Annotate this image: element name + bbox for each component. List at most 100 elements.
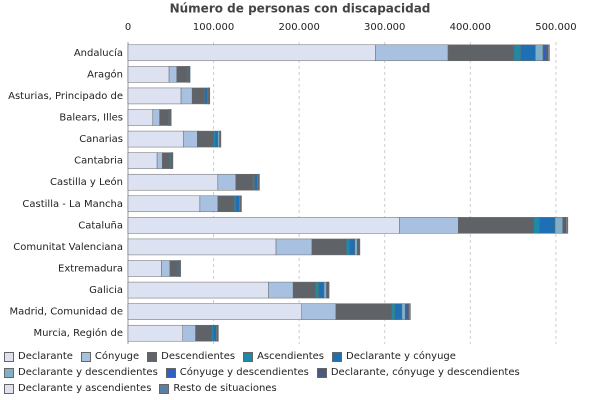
category-label: Madrid, Comunidad de [10, 307, 124, 318]
x-tick-label: 300.000 [364, 22, 405, 33]
legend-label: Cónyuge [94, 351, 140, 362]
bar-segment [401, 303, 406, 320]
category-label: Castilla - La Mancha [22, 199, 123, 210]
bar-segment [156, 152, 163, 169]
x-tick-label: 500.000 [535, 22, 576, 33]
category-label: Comunitat Valenciana [13, 242, 123, 253]
bar-segment [545, 44, 549, 62]
legend-item: Declarante, cónyuge y descendientes [316, 367, 520, 378]
bar-segment [127, 66, 170, 83]
bar-segment [548, 44, 550, 62]
chart-title: Número de personas con discapacidad [170, 2, 431, 16]
bar-segment [182, 324, 196, 342]
bar-segment [217, 195, 235, 213]
bar-segment [391, 303, 396, 320]
bar-segment [301, 303, 337, 320]
category-label: Balears, Illes [59, 113, 123, 124]
bar-segment [405, 303, 408, 320]
bar-segment [215, 130, 219, 148]
category-label: Galicia [89, 285, 123, 296]
bar-segment [539, 217, 556, 234]
bar-segment [127, 152, 158, 169]
bar-segment [349, 238, 356, 256]
bar-segment [233, 195, 237, 213]
legend-swatch [165, 367, 176, 378]
legend-item: Cónyuge y descendientes [165, 367, 309, 378]
bar-segment [168, 66, 178, 83]
bar-segment [176, 66, 188, 83]
legend-swatch [147, 351, 158, 362]
bar-segment [127, 260, 162, 277]
bar-segment [152, 109, 160, 126]
legend: Declarante Cónyuge Descendientes Ascendient… [4, 351, 600, 399]
bar-segment [409, 303, 411, 320]
bar-segment [513, 44, 522, 62]
legend-swatch [4, 367, 14, 378]
bar-segment [520, 44, 536, 62]
chart: Número de personas con discapacidad 0 100… [8, 2, 577, 344]
legend-label: Declarante [18, 351, 73, 362]
bar-segment [127, 87, 182, 105]
category-label: Asturias, Principado de [8, 91, 123, 102]
category-label: Murcia, Región de [33, 327, 123, 339]
bar-segment [161, 152, 171, 169]
legend-item: Declarante y descendientes [4, 367, 158, 378]
bar-segment [213, 324, 217, 342]
bar-segment [127, 173, 219, 191]
bar-segment [566, 217, 569, 234]
category-label: Cantabria [74, 156, 123, 167]
legend-item: Cónyuge [80, 351, 140, 362]
category-label: Extremadura [58, 264, 123, 275]
bar-segment [183, 130, 198, 148]
bar-segment [199, 195, 219, 213]
legend-label: Ascendientes [257, 351, 325, 362]
legend-label: Declarante y cónyuge [346, 351, 456, 362]
legend-swatch [316, 367, 327, 378]
bar-segment [268, 281, 294, 299]
bar-segment [127, 109, 154, 126]
x-tick-label: 0 [125, 22, 131, 33]
legend-swatch [4, 383, 14, 394]
legend-item: Declarante y ascendientes [4, 383, 151, 394]
legend-swatch [159, 383, 170, 394]
bar-segment [127, 130, 184, 148]
legend-label: Resto de situaciones [173, 383, 277, 394]
category-label: Aragón [87, 68, 123, 80]
category-label: Andalucía [74, 47, 123, 59]
bar-segment [554, 217, 563, 234]
bar-segment [406, 303, 409, 320]
bar-segment [211, 324, 214, 342]
bar-segment [458, 217, 534, 234]
bar-segment [235, 195, 240, 213]
bar-segment [217, 173, 237, 191]
bar-segment [275, 238, 313, 256]
bar-segment [159, 109, 169, 126]
legend-swatch [243, 351, 254, 362]
legend-swatch [80, 351, 91, 362]
bar-segment [315, 281, 320, 299]
legend-item: Declarante [4, 351, 73, 362]
bar-segment [375, 44, 449, 62]
bar-segment [169, 260, 178, 277]
bar-segment [311, 238, 347, 256]
bar-segment [533, 217, 540, 234]
legend-label: Descendientes [161, 351, 236, 362]
bar-segment [562, 217, 565, 234]
x-tick-label: 100.000 [193, 22, 234, 33]
bar-segment [197, 130, 214, 148]
bar-segment [323, 281, 327, 299]
bar-segment [127, 44, 376, 62]
bar-segment [127, 303, 302, 320]
bar-segment [191, 87, 205, 105]
bar-segment [235, 173, 254, 191]
bar-segment [127, 195, 201, 213]
bar-segment [399, 217, 459, 234]
legend-swatch [4, 351, 14, 362]
bar-segment [447, 44, 515, 62]
bar-segment [542, 44, 547, 62]
bar-segment [127, 324, 184, 342]
category-label: Castilla y León [50, 176, 123, 188]
bar-segment [345, 238, 350, 256]
legend-swatch [332, 351, 343, 362]
